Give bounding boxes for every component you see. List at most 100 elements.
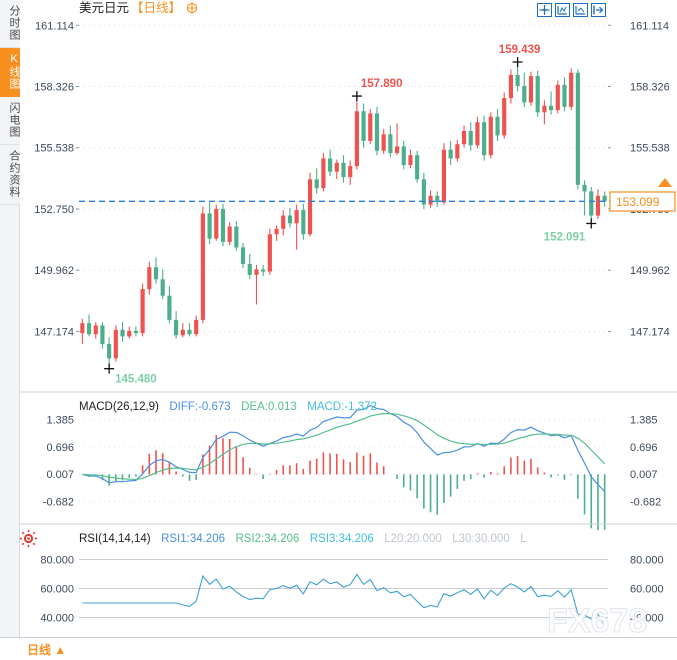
candle-body[interactable] <box>160 279 165 296</box>
candle-body[interactable] <box>200 213 205 320</box>
rsi-panel: 80.000 60.000 40.000 80.000 60.000 40.000 RS… <box>40 533 664 627</box>
candle-body[interactable] <box>475 122 480 146</box>
candle-body[interactable] <box>502 98 507 136</box>
candle-body[interactable] <box>120 329 125 337</box>
candle-body[interactable] <box>348 166 353 178</box>
candle-body[interactable] <box>515 74 520 86</box>
candle-body[interactable] <box>428 195 433 205</box>
candle-body[interactable] <box>394 146 400 153</box>
candle-body[interactable] <box>254 269 259 275</box>
candle-body[interactable] <box>468 131 473 146</box>
candle-body[interactable] <box>314 179 319 189</box>
candle-body[interactable] <box>388 134 393 153</box>
rsi-tick-label: 60.000 <box>40 584 74 596</box>
candle-body[interactable] <box>107 344 112 359</box>
candle-body[interactable] <box>187 329 192 335</box>
candle-body[interactable] <box>415 155 420 180</box>
candle-body[interactable] <box>602 195 607 202</box>
candle-body[interactable] <box>401 146 406 166</box>
candle-body[interactable] <box>180 329 185 336</box>
sidebar-item-lightning[interactable]: 闪电图 <box>0 97 20 145</box>
candle-body[interactable] <box>582 184 587 192</box>
candlestick-series[interactable] <box>80 62 607 369</box>
candle-body[interactable] <box>361 111 366 141</box>
candle-body[interactable] <box>167 295 172 320</box>
candle-body[interactable] <box>133 330 138 334</box>
candle-body[interactable] <box>535 76 540 113</box>
period-selector-button[interactable]: 日线 ▲ <box>27 643 67 657</box>
candle-body[interactable] <box>575 72 580 185</box>
crosshair-icon[interactable] <box>186 2 198 14</box>
candle-body[interactable] <box>448 149 453 159</box>
candle-body[interactable] <box>549 105 554 111</box>
candle-body[interactable] <box>482 122 487 156</box>
candle-body[interactable] <box>368 113 373 141</box>
candle-body[interactable] <box>421 179 426 205</box>
candle-body[interactable] <box>174 319 179 336</box>
zoom-out-tool-icon[interactable] <box>573 3 588 17</box>
candle-body[interactable] <box>93 325 98 335</box>
candle-body[interactable] <box>214 208 219 239</box>
candle-body[interactable] <box>589 191 594 216</box>
candle-body[interactable] <box>569 72 574 107</box>
candle-body[interactable] <box>100 325 105 345</box>
candle-body[interactable] <box>374 113 380 151</box>
candle-body[interactable] <box>80 323 85 334</box>
chart-canvas[interactable]: 161.114 158.326 155.538 152.750 149.962 147.1… <box>20 0 677 660</box>
candle-body[interactable] <box>408 155 413 166</box>
candle-body[interactable] <box>147 267 152 290</box>
candle-body[interactable] <box>334 162 339 172</box>
sidebar-item-contract[interactable]: 合约资料 <box>0 145 20 205</box>
candle-body[interactable] <box>455 144 460 159</box>
candle-body[interactable] <box>207 213 212 239</box>
candle-body[interactable] <box>261 269 266 272</box>
sidebar-item-kline[interactable]: K线图 <box>0 48 20 97</box>
candle-body[interactable] <box>522 85 527 103</box>
candle-body[interactable] <box>267 234 272 272</box>
candle-body[interactable] <box>127 330 132 337</box>
price-tick-label: 158.326 <box>34 82 74 94</box>
candle-body[interactable] <box>508 74 513 99</box>
candle-body[interactable] <box>234 226 239 248</box>
candle-body[interactable] <box>194 319 199 335</box>
move-tool-icon[interactable] <box>537 3 552 17</box>
candle-body[interactable] <box>441 149 447 203</box>
candle-body[interactable] <box>354 111 359 167</box>
candle-body[interactable] <box>153 267 159 280</box>
chart-svg[interactable]: 161.114 158.326 155.538 152.750 149.962 147.1… <box>20 0 677 660</box>
price-tick-label: 147.174 <box>630 326 670 338</box>
candle-body[interactable] <box>321 158 326 189</box>
candle-body[interactable] <box>227 226 232 242</box>
candle-body[interactable] <box>247 263 252 275</box>
candle-body[interactable] <box>495 116 500 136</box>
candle-body[interactable] <box>287 215 293 224</box>
settings-sun-icon[interactable] <box>19 529 38 548</box>
candle-body[interactable] <box>220 208 226 242</box>
candle-body[interactable] <box>488 116 493 156</box>
candle-body[interactable] <box>113 329 118 359</box>
candle-body[interactable] <box>381 134 386 151</box>
candle-body[interactable] <box>461 131 467 145</box>
candle-body[interactable] <box>542 105 547 113</box>
candle-body[interactable] <box>528 76 534 103</box>
candle-body[interactable] <box>555 84 560 111</box>
candle-body[interactable] <box>140 289 145 334</box>
candle-body[interactable] <box>240 247 246 264</box>
zoom-in-tool-icon[interactable] <box>555 3 570 17</box>
price-tick-label: 152.750 <box>34 204 74 216</box>
candle-body[interactable] <box>341 162 346 178</box>
candle-body[interactable] <box>294 210 299 224</box>
shift-right-tool-icon[interactable] <box>591 3 606 17</box>
sidebar-item-timeshare[interactable]: 分时图 <box>0 0 20 48</box>
candle-body[interactable] <box>435 195 440 203</box>
macd-legend: MACD(26,12,9) DIFF:-0.673 DEA:0.013 MACD… <box>79 397 377 414</box>
candle-body[interactable] <box>86 323 92 335</box>
candle-body[interactable] <box>562 84 567 107</box>
candle-body[interactable] <box>595 195 601 216</box>
candle-body[interactable] <box>281 215 286 229</box>
price-axis-right: 161.114158.326155.538152.750149.962147.1… <box>608 20 670 338</box>
candle-body[interactable] <box>328 158 333 172</box>
candle-body[interactable] <box>301 210 306 235</box>
candle-body[interactable] <box>274 228 279 235</box>
candle-body[interactable] <box>307 179 313 235</box>
